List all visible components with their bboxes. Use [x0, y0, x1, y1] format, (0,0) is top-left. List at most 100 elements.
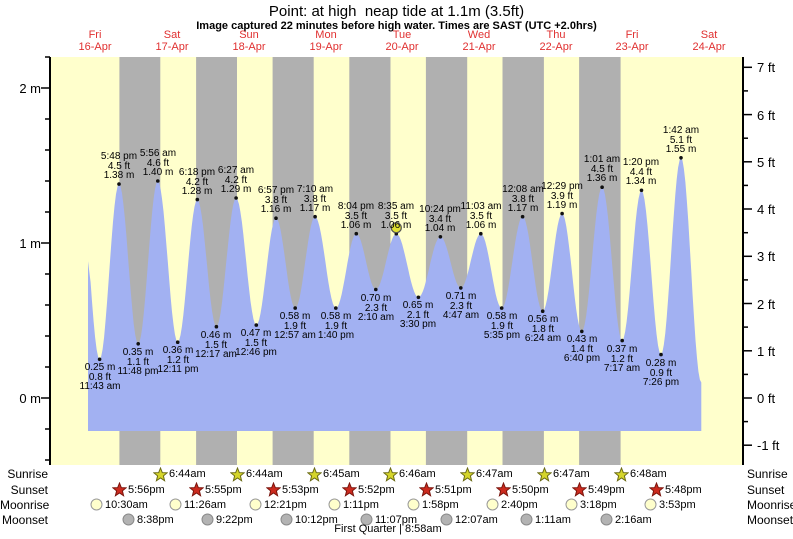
y-axis-label-left: 1 m [19, 236, 41, 251]
tide-point [620, 338, 624, 343]
tide-label-low: 0.46 m 1.5 ft 12:17 am [195, 330, 237, 361]
moonrise-circle-icon [169, 498, 182, 511]
moonrise-row-label-left: Moonrise [0, 497, 50, 512]
moonrise-time: 2:40pm [501, 498, 538, 511]
day-label: Fri 23-Apr [600, 29, 664, 53]
sunset-star-icon [419, 482, 434, 497]
sunset-star-icon [496, 482, 511, 497]
sunset-star-icon [572, 482, 587, 497]
moonrise-entry: 12:21pm [248, 497, 307, 512]
tide-label-low: 0.36 m 1.2 ft 12:11 pm [157, 345, 199, 376]
day-of-week: Sun [239, 29, 259, 41]
moonset-circle-icon [600, 513, 613, 526]
tide-point [520, 214, 525, 219]
day-label: Sat 17-Apr [140, 29, 204, 53]
moonrise-time: 3:53pm [659, 498, 696, 511]
moonrise-entry: 1:58pm [406, 497, 459, 512]
moonrise-entry: 3:53pm [643, 497, 696, 512]
moonrise-circle-icon [328, 498, 341, 511]
sunset-entry: 5:51pm [419, 482, 472, 497]
tide-label-low: 0.37 m 1.2 ft 7:17 am [603, 344, 641, 375]
y-axis-label-right: 1 ft [757, 343, 776, 359]
sunset-entry: 5:56pm [112, 482, 165, 497]
tide-point [659, 352, 663, 357]
tide-point [438, 235, 443, 239]
sunset-time: 5:50pm [512, 483, 549, 496]
day-label: Sat 24-Apr [677, 29, 741, 53]
moonset-circle-icon [122, 513, 135, 526]
tide-label-low: 0.56 m 1.8 ft 6:24 am [524, 314, 562, 345]
day-of-week: Mon [315, 29, 337, 41]
sunrise-star-icon [153, 466, 168, 482]
moonrise-circle-icon [565, 498, 578, 511]
sunset-row-label-right: Sunset [747, 482, 785, 497]
day-date: 16-Apr [78, 40, 112, 53]
capture-time-marker [390, 222, 402, 234]
sunset-time: 5:48pm [665, 483, 702, 496]
moonset-circle-icon [360, 513, 373, 526]
tide-label-high: 5:56 am 4.6 ft 1.40 m [139, 148, 177, 179]
tide-point [459, 286, 463, 290]
moonset-circle-icon [280, 513, 293, 526]
tide-point [234, 196, 238, 200]
sunrise-time: 6:45am [323, 468, 360, 480]
sunset-entry: 5:52pm [342, 482, 395, 497]
tide-point [136, 342, 140, 346]
moonset-entry: 12:07am [439, 512, 498, 527]
moonset-entry: 1:11am [519, 512, 571, 527]
moonrise-entry: 11:26am [168, 497, 226, 512]
sunrise-entry: 6:44am [153, 466, 206, 482]
sunset-star-icon [112, 482, 127, 497]
sunrise-star-icon [537, 466, 552, 482]
tide-label-high: 1:42 am 5.1 ft 1.55 m [662, 125, 700, 156]
tide-label-high: 12:29 pm 3.9 ft 1.19 m [541, 181, 583, 212]
sunrise-star-icon [460, 466, 475, 482]
sunrise-star-icon [230, 466, 245, 482]
day-of-week: Tue [392, 29, 412, 41]
sunrise-entry: 6:44am [230, 466, 283, 482]
y-axis-label-right: 7 ft [757, 60, 776, 76]
moonrise-entry: 3:18pm [564, 497, 617, 512]
day-of-week: Sat [163, 29, 181, 41]
day-date: 22-Apr [539, 40, 573, 53]
day-date: 24-Apr [692, 40, 726, 53]
sunset-entry: 5:50pm [496, 482, 549, 497]
sunset-star-icon [342, 482, 357, 497]
day-date: 17-Apr [155, 40, 189, 53]
tide-point [416, 295, 421, 300]
day-label: Mon 19-Apr [294, 29, 358, 53]
moonrise-time: 10:30am [105, 498, 148, 511]
sunrise-star-icon [614, 466, 629, 482]
tide-label-high: 7:10 am 3.8 ft 1.17 m [296, 184, 334, 215]
sunrise-time: 6:46am [399, 468, 436, 480]
moonrise-circle-icon [407, 498, 420, 511]
day-of-week: Fri [625, 29, 639, 41]
tide-label-low: 0.58 m 1.9 ft 1:40 pm [317, 311, 355, 342]
sunset-time: 5:49pm [588, 483, 625, 496]
moonrise-time: 12:21pm [264, 498, 307, 511]
tide-label-high: 8:04 pm 3.5 ft 1.06 m [337, 201, 375, 232]
day-label: Wed 21-Apr [447, 29, 511, 53]
tide-point [156, 179, 160, 183]
tide-label-low: 0.65 m 2.1 ft 3:30 pm [399, 300, 437, 331]
moonset-entry: 8:38pm [121, 512, 174, 527]
tide-label-low: 0.58 m 1.9 ft 5:35 pm [483, 311, 521, 342]
day-date: 18-Apr [232, 40, 266, 53]
sunset-star-icon [189, 482, 204, 497]
sunset-time: 5:52pm [358, 483, 395, 496]
day-date: 19-Apr [309, 40, 343, 53]
day-of-week: Thu [546, 29, 566, 41]
sunset-entry: 5:49pm [572, 482, 625, 497]
moonset-circle-icon [520, 513, 533, 526]
tide-label-low: 0.47 m 1.5 ft 12:46 pm [235, 328, 277, 359]
sunrise-row-label-right: Sunrise [747, 467, 788, 481]
moonset-entry: 9:22pm [200, 512, 253, 527]
tide-point [254, 323, 259, 327]
day-label: Fri 16-Apr [63, 29, 127, 53]
moonset-row-label-left: Moonset [1, 512, 48, 527]
sunset-star-icon [649, 482, 664, 497]
moonset-circle-icon [440, 513, 453, 526]
day-date: 23-Apr [615, 40, 649, 53]
moonset-time: 11:07pm [375, 513, 417, 526]
